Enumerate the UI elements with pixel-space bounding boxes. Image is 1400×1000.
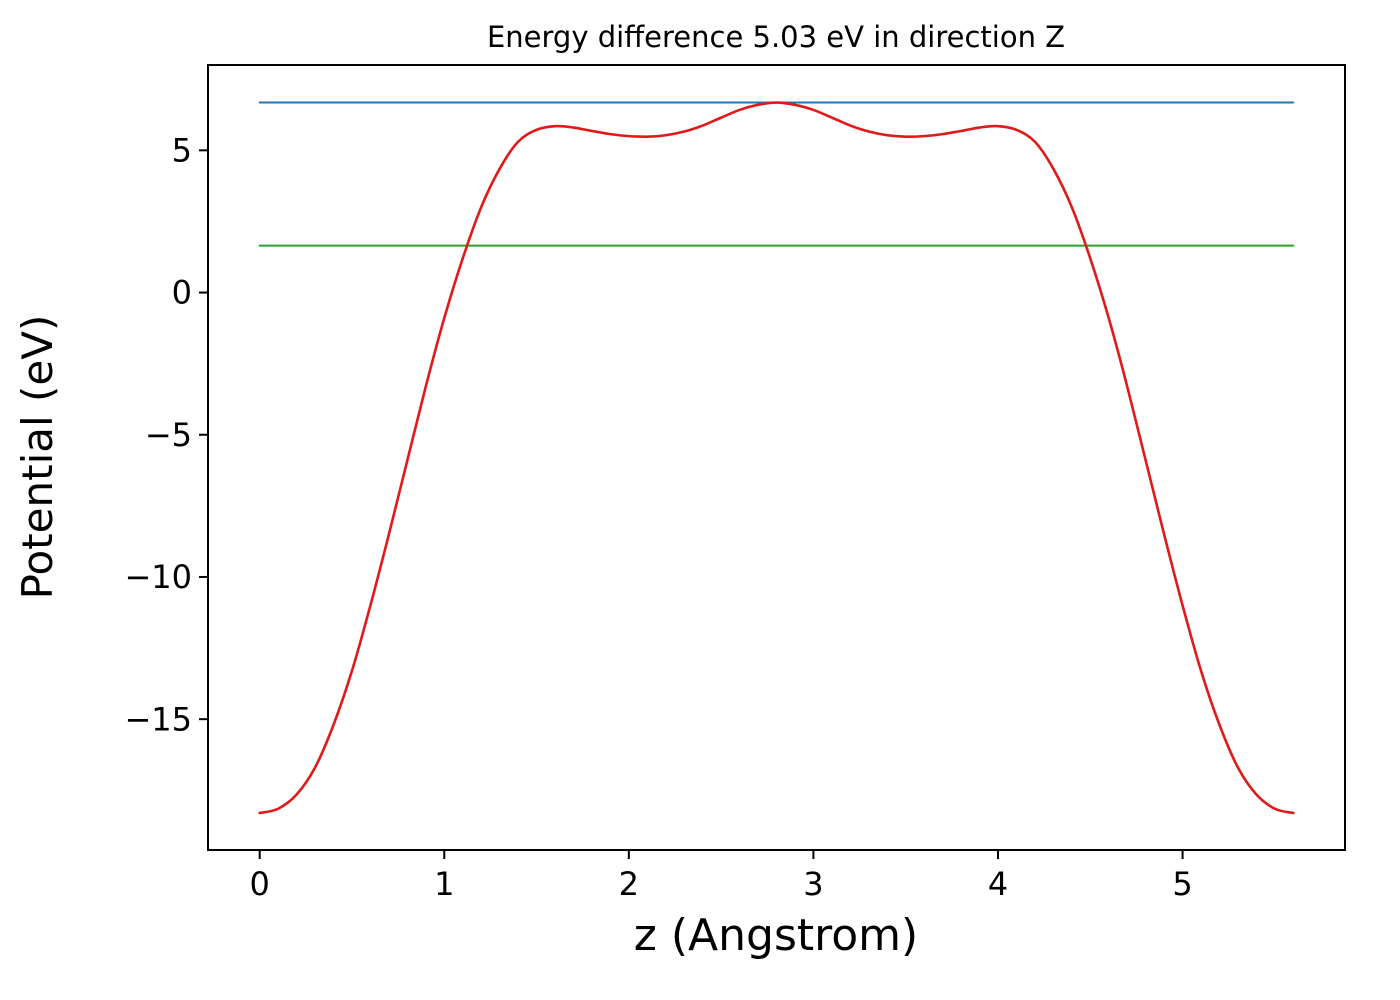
axes-spines xyxy=(207,64,1346,851)
x-axis-label: z (Angstrom) xyxy=(634,910,918,961)
x-tick-label: 2 xyxy=(619,865,639,903)
y-tick-label: 5 xyxy=(172,132,192,170)
series-layer xyxy=(258,101,1295,815)
x-tick-label: 3 xyxy=(803,865,823,903)
x-tick-label: 5 xyxy=(1172,865,1192,903)
x-tick-label: 1 xyxy=(434,865,454,903)
plot-area xyxy=(208,65,1345,850)
chart-title: Energy difference 5.03 eV in direction Z xyxy=(487,20,1065,54)
y-axis-label: Potential (eV) xyxy=(13,315,62,600)
x-tick-label: 4 xyxy=(988,865,1008,903)
y-tick-label: −5 xyxy=(145,416,192,454)
y-tick-label: −10 xyxy=(124,558,192,596)
x-tick-label: 0 xyxy=(250,865,270,903)
axes-layer: 0 1 2 3 4 5 5 0 −5 −10 −15 xyxy=(124,64,1346,903)
series-line-planar-averaged-potential xyxy=(258,101,1295,815)
y-tick-label: 0 xyxy=(172,274,192,312)
y-tick-label: −15 xyxy=(124,700,192,738)
